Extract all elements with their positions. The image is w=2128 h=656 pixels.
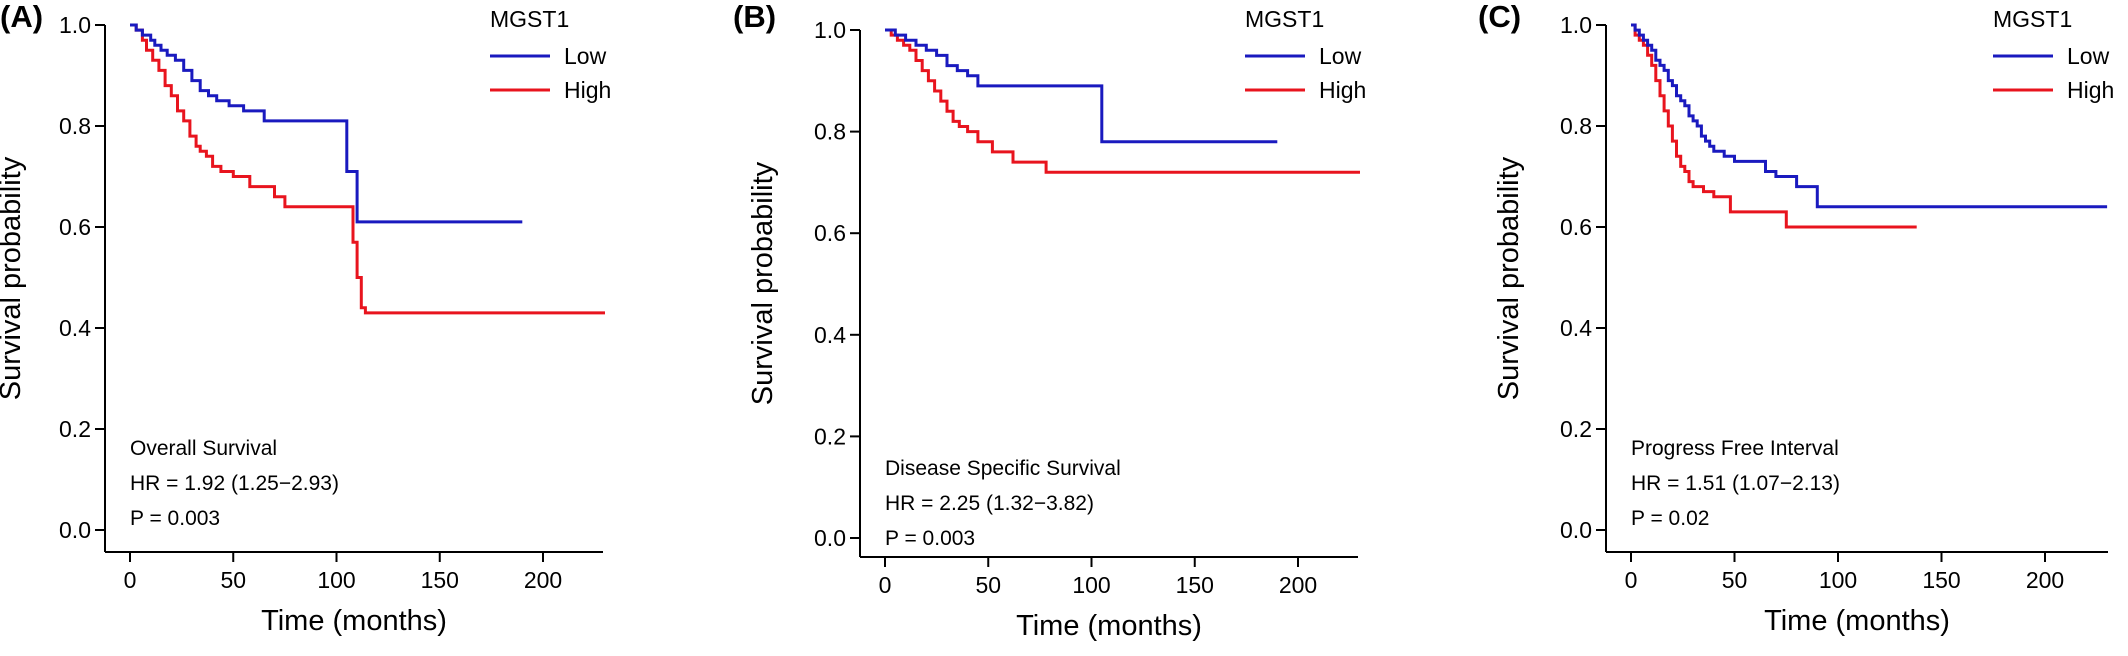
y-axis-title: Survival probability [0, 156, 27, 400]
curve-high [885, 28, 1360, 174]
y-tick-label: 0.0 [1560, 517, 1592, 543]
y-tick-label: 0.2 [59, 416, 91, 442]
curve-low [1631, 23, 2108, 209]
x-tick-label: 100 [1819, 567, 1857, 593]
x-axis-title: Time (months) [1016, 610, 1202, 642]
x-tick-label: 0 [1625, 567, 1638, 593]
y-tick-label: 0.0 [814, 525, 846, 551]
x-axis-title: Time (months) [261, 605, 447, 637]
x-tick-label: 50 [220, 567, 246, 593]
x-axis-title: Time (months) [1764, 605, 1950, 637]
y-tick-label: 1.0 [59, 12, 91, 38]
panel-label: (B) [733, 0, 776, 34]
panel-1: (A) 0.0 0.2 0.4 0.6 0.8 1.0 0 50 100 150 200 Time (m… [0, 0, 611, 637]
y-tick-label: 0.6 [814, 220, 846, 246]
legend-label-low: Low [2067, 43, 2110, 69]
curve-high [130, 23, 605, 315]
legend-label-high: High [2067, 77, 2114, 103]
hazard-ratio-label: HR = 1.51 (1.07−2.13) [1631, 472, 1840, 495]
y-tick-label: 0.0 [59, 517, 91, 543]
x-tick-label: 200 [524, 567, 562, 593]
x-tick-label: 50 [1722, 567, 1748, 593]
panel-3: (C) 0.0 0.2 0.4 0.6 0.8 1.0 0 50 100 150 200 Time (m… [1478, 0, 2114, 637]
x-tick-label: 200 [2026, 567, 2064, 593]
curve-high [1631, 23, 1917, 229]
x-tick-label: 150 [1922, 567, 1960, 593]
survival-type-label: Progress Free Interval [1631, 437, 1839, 460]
x-tick-label: 200 [1279, 572, 1317, 598]
hazard-ratio-label: HR = 1.92 (1.25−2.93) [130, 472, 339, 495]
y-tick-label: 0.4 [59, 315, 91, 341]
legend-label-low: Low [564, 43, 607, 69]
y-tick-label: 0.8 [814, 119, 846, 145]
legend-label-high: High [1319, 77, 1366, 103]
x-tick-label: 100 [317, 567, 355, 593]
p-value-label: P = 0.003 [130, 507, 220, 530]
p-value-label: P = 0.003 [885, 527, 975, 550]
y-tick-label: 0.8 [59, 113, 91, 139]
x-tick-label: 150 [1176, 572, 1214, 598]
x-tick-label: 50 [975, 572, 1001, 598]
x-tick-label: 0 [124, 567, 137, 593]
p-value-label: P = 0.02 [1631, 507, 1709, 530]
legend-title: MGST1 [1245, 6, 1324, 32]
panel-2: (B) 0.0 0.2 0.4 0.6 0.8 1.0 0 50 100 150 200 Time (m… [733, 0, 1366, 642]
hazard-ratio-label: HR = 2.25 (1.32−3.82) [885, 492, 1094, 515]
y-axis-title: Survival probability [1493, 156, 1525, 400]
x-tick-label: 150 [421, 567, 459, 593]
y-tick-label: 1.0 [1560, 12, 1592, 38]
survival-type-label: Overall Survival [130, 437, 277, 460]
legend-title: MGST1 [490, 6, 569, 32]
y-tick-label: 0.2 [1560, 416, 1592, 442]
curve-low [885, 28, 1278, 144]
curve-low [130, 23, 523, 224]
y-tick-label: 0.4 [1560, 315, 1592, 341]
legend-title: MGST1 [1993, 6, 2072, 32]
y-tick-label: 1.0 [814, 17, 846, 43]
y-tick-label: 0.6 [1560, 214, 1592, 240]
y-tick-label: 0.4 [814, 322, 846, 348]
y-tick-label: 0.2 [814, 423, 846, 449]
legend-label-low: Low [1319, 43, 1362, 69]
legend-label-high: High [564, 77, 611, 103]
x-tick-label: 100 [1072, 572, 1110, 598]
y-axis-title: Survival probability [747, 161, 779, 405]
panel-label: (A) [0, 0, 43, 34]
y-tick-label: 0.6 [59, 214, 91, 240]
x-tick-label: 0 [879, 572, 892, 598]
survival-type-label: Disease Specific Survival [885, 457, 1121, 480]
panel-label: (C) [1478, 0, 1521, 34]
y-tick-label: 0.8 [1560, 113, 1592, 139]
